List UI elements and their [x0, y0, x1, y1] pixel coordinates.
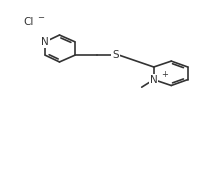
Text: −: − [37, 13, 44, 22]
Text: Cl: Cl [23, 17, 34, 27]
Text: N: N [41, 37, 49, 47]
Text: S: S [112, 50, 119, 60]
Text: +: + [161, 70, 168, 79]
Text: N: N [150, 75, 158, 85]
